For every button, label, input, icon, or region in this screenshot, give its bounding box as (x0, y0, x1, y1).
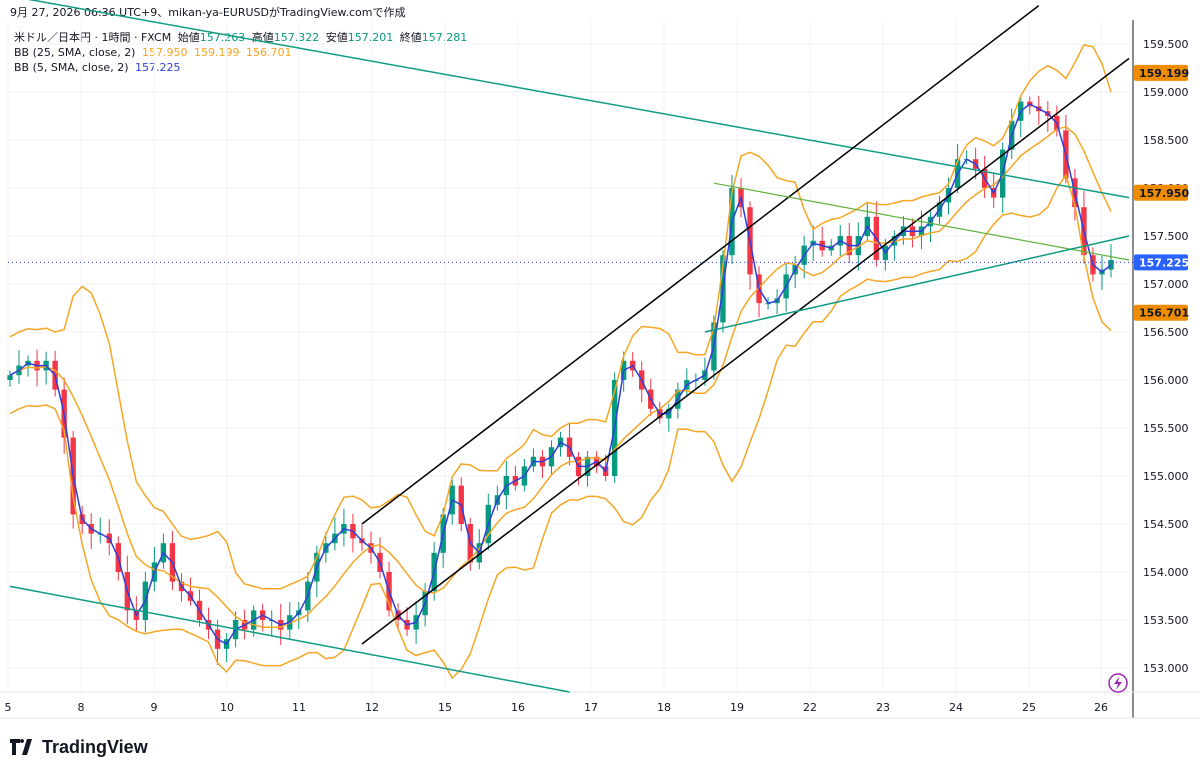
x-tick-label: 25 (1022, 701, 1036, 714)
green-trendline (713, 182, 1130, 261)
price-tag-label: 157.950 (1139, 187, 1189, 200)
bb25-lower-line (9, 173, 1112, 680)
x-tick-label: 12 (365, 701, 379, 714)
price-tag (1134, 184, 1188, 201)
y-tick-label: 159.500 (1143, 38, 1189, 51)
footer: TradingView (10, 736, 148, 758)
x-tick-label: 10 (220, 701, 234, 714)
price-tag-label: 156.701 (1139, 307, 1189, 320)
open-label: 始値 (177, 31, 200, 44)
y-tick-label: 156.500 (1143, 326, 1189, 339)
chart-caption: 9月 27, 2026 06:36 UTC+9、mikan-ya-EURUSDが… (10, 6, 406, 19)
price-tag (1134, 64, 1188, 81)
lightning-icon[interactable] (1108, 673, 1128, 693)
x-tick-label: 22 (803, 701, 817, 714)
brand-name[interactable]: TradingView (42, 736, 148, 757)
y-tick-label: 158.500 (1143, 134, 1189, 147)
bb5-mid-value: 157.225 (134, 61, 181, 74)
y-tick-label: 154.500 (1143, 518, 1189, 531)
x-tick-label: 24 (949, 701, 963, 714)
tradingview-logo-icon (10, 739, 32, 755)
bb25-lower-value: 156.701 (245, 46, 292, 59)
candle-body (7, 375, 13, 380)
x-tick-label: 23 (876, 701, 890, 714)
y-tick-label: 153.000 (1143, 662, 1189, 675)
x-tick-label: 9 (151, 701, 158, 714)
x-tick-label: 11 (292, 701, 306, 714)
y-tick-label: 155.000 (1143, 470, 1189, 483)
x-tick-label: 17 (584, 701, 598, 714)
y-tick-label: 156.000 (1143, 374, 1189, 387)
bb25-row[interactable]: BB (25, SMA, close, 2) 157.950 159.199 1… (14, 45, 467, 60)
price-tag (1134, 254, 1188, 271)
x-tick-label: 18 (657, 701, 671, 714)
descending-trendline-lower (9, 585, 570, 693)
close-value: 157.281 (421, 31, 468, 44)
channel-lower-line (361, 57, 1130, 645)
bb5-label: BB (5, SMA, close, 2) (14, 61, 129, 74)
bb25-mid-value: 157.950 (141, 46, 188, 59)
price-tag-label: 157.225 (1139, 256, 1189, 269)
bb25-label: BB (25, SMA, close, 2) (14, 46, 136, 59)
lightning-glyph (1114, 677, 1122, 690)
symbol-label[interactable]: 米ドル／日本円 · 1時間 · FXCM (14, 31, 172, 44)
bb25-middle-line (9, 125, 1112, 628)
symbol-row: 米ドル／日本円 · 1時間 · FXCM 始値157.263 高値157.322… (14, 30, 467, 45)
bb25-upper-value: 159.199 (193, 46, 240, 59)
y-tick-label: 154.000 (1143, 566, 1189, 579)
x-tick-label: 5 (5, 701, 12, 714)
price-tag (1134, 304, 1188, 321)
open-value: 157.263 (199, 31, 246, 44)
indicator-legend: 米ドル／日本円 · 1時間 · FXCM 始値157.263 高値157.322… (14, 30, 467, 75)
x-tick-label: 15 (438, 701, 452, 714)
x-tick-label: 19 (730, 701, 744, 714)
descending-trendline-upper (27, 0, 1130, 199)
bb5-middle-line (9, 103, 1112, 645)
bb25-upper-line (9, 44, 1112, 590)
high-value: 157.322 (273, 31, 320, 44)
y-tick-label: 157.000 (1143, 278, 1189, 291)
bb5-row[interactable]: BB (5, SMA, close, 2) 157.225 (14, 60, 467, 75)
close-label: 終値 (399, 31, 422, 44)
y-tick-label: 155.500 (1143, 422, 1189, 435)
y-tick-label: 159.000 (1143, 86, 1189, 99)
low-label: 安値 (325, 31, 348, 44)
ascending-support-line (704, 235, 1130, 333)
x-tick-label: 26 (1094, 701, 1108, 714)
x-tick-label: 16 (511, 701, 525, 714)
y-tick-label: 153.500 (1143, 614, 1189, 627)
price-tag-label: 159.199 (1139, 67, 1189, 80)
low-value: 157.201 (347, 31, 394, 44)
x-tick-label: 8 (78, 701, 85, 714)
channel-upper-line (361, 5, 1040, 525)
y-tick-label: 157.500 (1143, 230, 1189, 243)
